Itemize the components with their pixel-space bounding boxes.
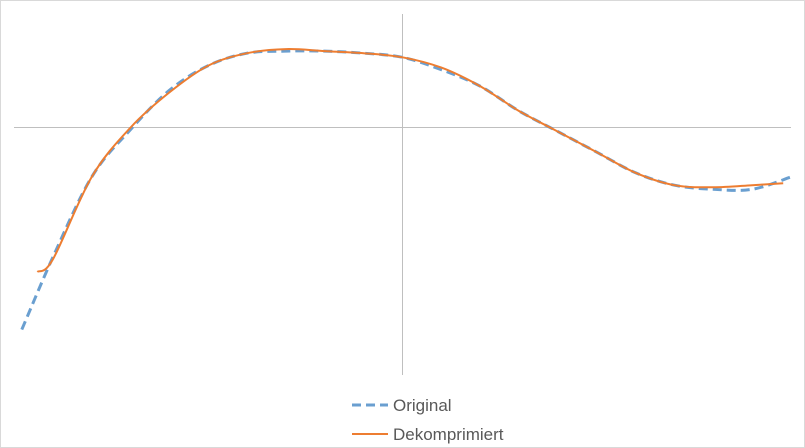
legend-label-original: Original xyxy=(393,396,452,415)
series-line-original xyxy=(20,49,792,331)
series-line-dekomprimiert xyxy=(36,48,784,273)
axes-group xyxy=(14,14,791,375)
legend-label-dekomprimiert: Dekomprimiert xyxy=(393,425,504,444)
series-group xyxy=(20,48,792,331)
legend: Original Dekomprimiert xyxy=(352,396,504,444)
